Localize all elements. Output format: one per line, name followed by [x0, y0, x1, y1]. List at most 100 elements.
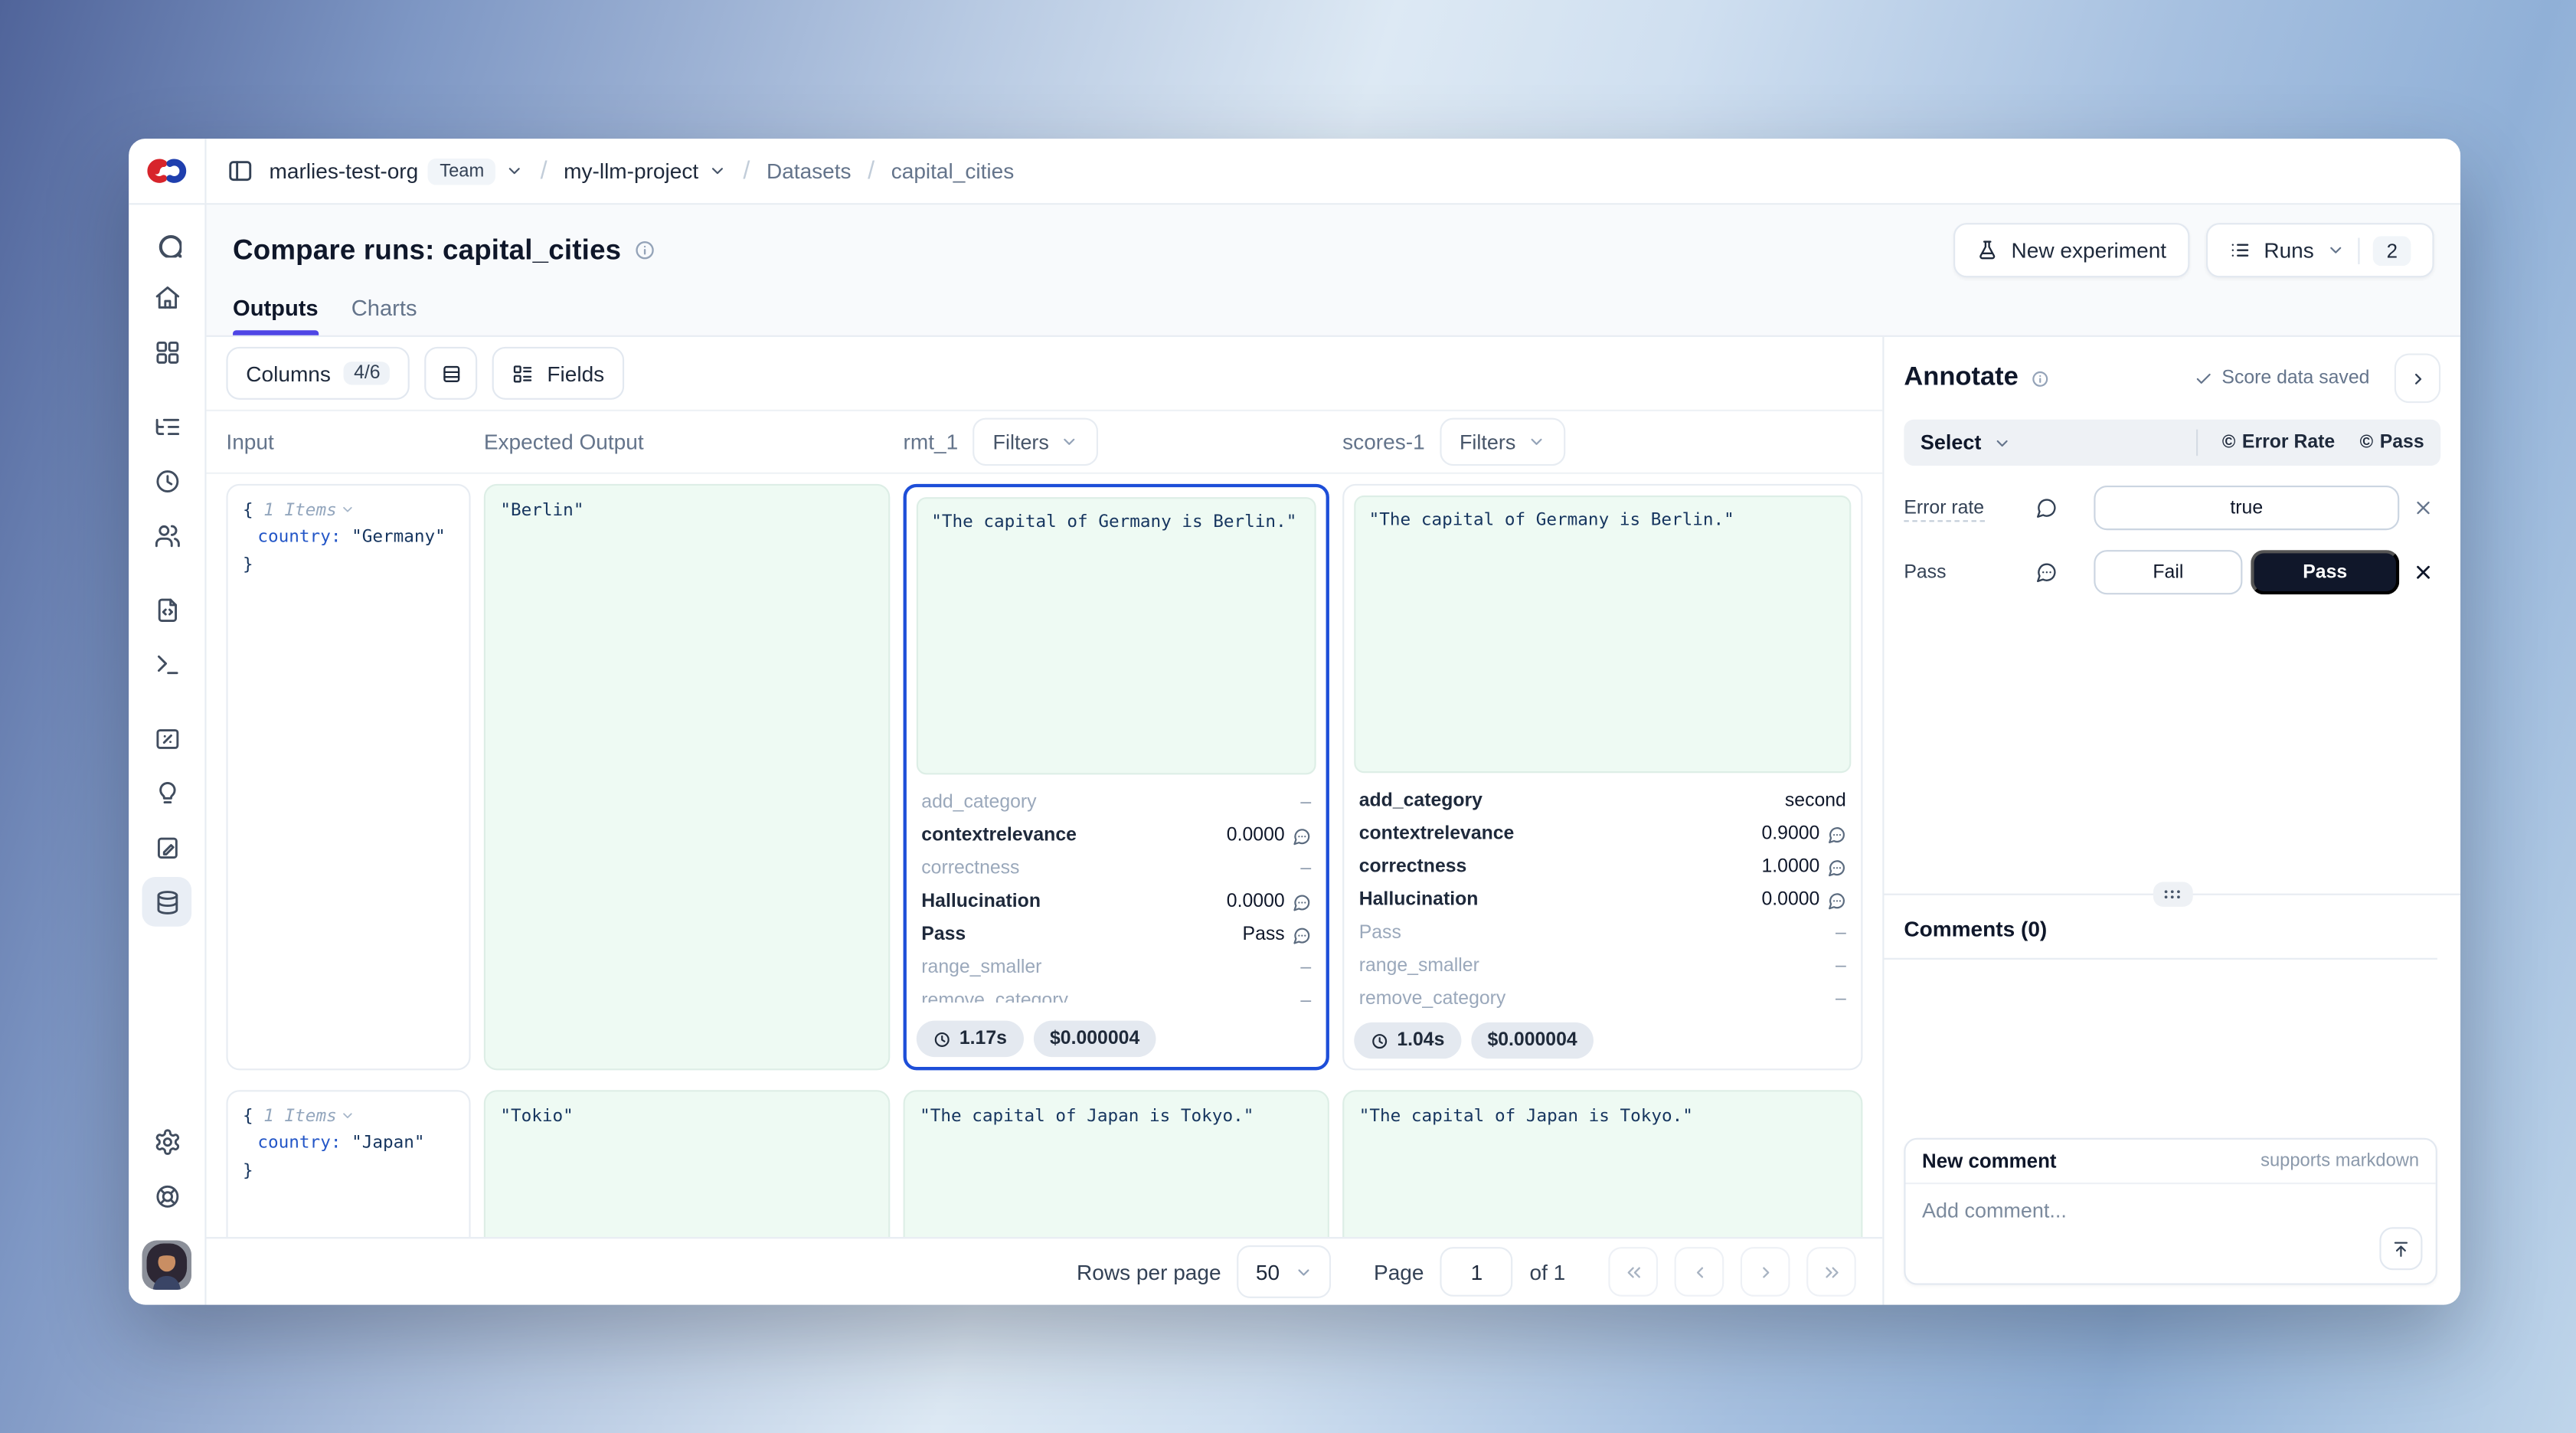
rows-per-page-label: Rows per page — [1077, 1259, 1221, 1284]
fields-button[interactable]: Fields — [492, 346, 625, 400]
comment-bubble-icon — [1293, 894, 1310, 911]
run1-output-cell-selected[interactable]: "The capital of Germany is Berlin." add_… — [903, 483, 1329, 1071]
table-header: Input Expected Output rmt_1 Filters scor… — [206, 411, 1883, 474]
arrow-up-to-line-icon — [2394, 1241, 2408, 1256]
home-icon[interactable] — [142, 273, 191, 322]
main-region: marlies-test-org Team / my-llm-project /… — [206, 139, 2461, 1305]
page-number-input[interactable] — [1440, 1247, 1513, 1297]
last-page-button[interactable] — [1806, 1247, 1856, 1297]
score-config-icon: © — [2221, 432, 2236, 453]
sidebar — [129, 139, 207, 1305]
page-title: Compare runs: capital_cities — [233, 234, 622, 266]
table-row: { 1 Items country: "Japan" } "Tokio" "Th… — [226, 1090, 1863, 1238]
score-list: add_category – contextrelevance 0.0000 cor… — [921, 793, 1312, 1003]
expected-output-cell[interactable]: "Tokio" — [483, 1090, 891, 1238]
sidebar-item-datasets[interactable] — [142, 877, 192, 927]
traces-icon[interactable] — [142, 401, 191, 451]
insights-icon[interactable] — [142, 768, 191, 818]
users-icon[interactable] — [142, 510, 191, 560]
scores-icon[interactable] — [142, 714, 191, 764]
column-header-run2: scores-1 Filters — [1342, 417, 1862, 466]
runs-button[interactable]: Runs 2 — [2205, 223, 2434, 278]
run2-output-cell[interactable]: "The capital of Germany is Berlin." add_… — [1342, 483, 1863, 1071]
run2-filters-button[interactable]: Filters — [1440, 417, 1566, 466]
input-cell[interactable]: { 1 Items country: "Germany" } — [226, 483, 471, 1071]
cost-badge: $0.000004 — [1470, 1022, 1594, 1059]
chevron-down-icon — [2330, 247, 2342, 254]
playground-icon[interactable] — [142, 640, 191, 689]
input-cell[interactable]: { 1 Items country: "Japan" } — [226, 1090, 471, 1238]
new-experiment-button[interactable]: New experiment — [1953, 223, 2190, 278]
column-header-run1: rmt_1 Filters — [904, 417, 1329, 466]
clear-score-icon[interactable] — [2413, 561, 2434, 583]
breadcrumb-org[interactable]: marlies-test-org Team — [269, 157, 524, 185]
column-header-input: Input — [226, 429, 274, 455]
page-header: Compare runs: capital_cities New experim… — [206, 204, 2461, 337]
score-list: add_category second contextrelevance 0.900… — [1358, 790, 1846, 1009]
runs-count-badge: 2 — [2373, 235, 2411, 266]
pass-button[interactable]: Pass — [2251, 550, 2400, 595]
chevron-down-icon — [1064, 438, 1075, 445]
org-name: marlies-test-org — [269, 159, 419, 184]
chevron-left-icon — [1695, 1266, 1703, 1278]
sessions-icon[interactable] — [142, 456, 191, 505]
config-badge-error-rate[interactable]: © Error Rate — [2221, 432, 2336, 453]
row-height-button[interactable] — [424, 346, 478, 400]
error-rate-value-input[interactable] — [2094, 485, 2400, 531]
search-icon[interactable] — [142, 218, 191, 268]
score-config-select-bar[interactable]: Select © Error Rate © Pass — [1904, 419, 2441, 466]
annotation-queues-icon[interactable] — [142, 823, 191, 872]
select-label: Select — [1920, 430, 1982, 455]
dashboard-icon[interactable] — [142, 327, 191, 377]
run1-output-cell[interactable]: "The capital of Japan is Tokyo." — [903, 1090, 1329, 1238]
rows-per-page-select[interactable]: 50 — [1237, 1245, 1331, 1298]
collapse-panel-button[interactable] — [2394, 353, 2441, 404]
config-badge-pass[interactable]: © Pass — [2359, 432, 2424, 453]
sidebar-toggle-icon[interactable] — [226, 157, 254, 185]
tabs: Outputs Charts — [233, 296, 2434, 335]
annotate-title: Annotate — [1904, 363, 2019, 392]
annotate-panel: Annotate Score data saved Select — [1882, 336, 2461, 1305]
app-window: marlies-test-org Team / my-llm-project /… — [129, 139, 2461, 1305]
page-total-label: of 1 — [1529, 1259, 1566, 1284]
tab-outputs[interactable]: Outputs — [233, 296, 319, 335]
expected-output-cell[interactable]: "Berlin" — [483, 483, 891, 1071]
user-avatar[interactable] — [142, 1240, 192, 1291]
breadcrumb-project[interactable]: my-llm-project — [564, 159, 727, 183]
sidebar-bottom — [142, 1117, 192, 1305]
chevron-right-icon — [2414, 372, 2421, 384]
comment-bubble-icon[interactable] — [2036, 497, 2061, 519]
page-label: Page — [1373, 1259, 1424, 1284]
submit-comment-button[interactable] — [2379, 1227, 2423, 1271]
clear-score-icon[interactable] — [2413, 497, 2434, 519]
column-header-expected-output: Expected Output — [483, 429, 644, 455]
fail-button[interactable]: Fail — [2094, 550, 2243, 595]
previous-page-button[interactable] — [1674, 1247, 1724, 1297]
clock-icon — [934, 1031, 950, 1046]
settings-gear-icon[interactable] — [142, 1117, 191, 1166]
next-page-button[interactable] — [1740, 1247, 1790, 1297]
columns-button[interactable]: Columns 4/6 — [226, 346, 410, 400]
tab-charts[interactable]: Charts — [351, 295, 417, 321]
runs-table: Columns 4/6 Fields Input Expec — [206, 336, 1883, 1305]
run2-output-cell[interactable]: "The capital of Japan is Tokyo." — [1342, 1090, 1863, 1238]
support-lifebuoy-icon[interactable] — [142, 1171, 191, 1221]
breadcrumb-separator: / — [868, 156, 875, 185]
prompts-icon[interactable] — [142, 584, 191, 634]
info-icon[interactable] — [2032, 369, 2050, 388]
comment-bubble-icon — [1829, 892, 1845, 909]
first-page-button[interactable] — [1608, 1247, 1659, 1297]
table-toolbar: Columns 4/6 Fields — [206, 337, 1883, 411]
annotate-score-row-pass: Pass Fail Pass — [1884, 530, 2460, 595]
info-icon[interactable] — [635, 240, 656, 261]
score-label: Error rate — [1904, 498, 2036, 522]
breadcrumb-datasets[interactable]: Datasets — [766, 159, 852, 184]
run1-filters-button[interactable]: Filters — [973, 417, 1099, 466]
comment-bubble-dots-icon[interactable] — [2036, 561, 2061, 583]
comment-input[interactable]: Add comment... — [1905, 1184, 2435, 1283]
comment-bubble-icon — [1829, 859, 1845, 876]
resize-grip-handle[interactable] — [2152, 882, 2192, 907]
columns-count-badge: 4/6 — [344, 362, 391, 385]
breadcrumb-dataset-name[interactable]: capital_cities — [891, 159, 1015, 184]
chevrons-left-icon — [1626, 1266, 1639, 1278]
